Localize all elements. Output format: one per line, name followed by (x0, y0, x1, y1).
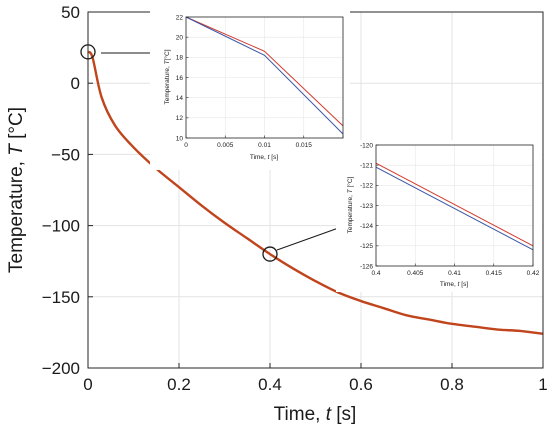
main-y-axis-label: Temperature, T [°C] (6, 107, 27, 273)
main-y-tick-label: −100 (42, 217, 80, 236)
highlight-circle-marker (262, 246, 278, 262)
main-tick-labels: 0 0.2 0.4 0.6 0.8 1 −200 −150 −100 −50 0 50 (42, 3, 548, 394)
inset1-y-tick-label: 10 (176, 135, 184, 142)
inset2-x-tick-label: 0.405 (407, 270, 424, 277)
main-y-tick-label: −200 (42, 359, 80, 378)
inset2-series-line-0 (375, 162, 534, 247)
inset1-y-tick-label: 22 (176, 14, 184, 21)
inset2-x-axis-label: Time, t [s] (440, 281, 469, 288)
inset1-x-tick-label: 0 (184, 142, 188, 149)
main-x-tick-label: 0.2 (167, 375, 191, 394)
inset2-x-tick-label: 0.4 (371, 270, 380, 277)
inset1-series-line-0 (185, 16, 344, 127)
inset2-y-tick-label: -123 (360, 203, 373, 210)
inset2-x-tick-label: 0.42 (527, 270, 540, 277)
main-x-tick-label: 0.8 (440, 375, 464, 394)
highlight-circle-marker (80, 44, 96, 60)
inset1-x-axis-label: Time, t [s] (250, 154, 279, 161)
main-x-tick-label: 0.4 (258, 375, 282, 394)
main-x-tick-label: 1 (538, 375, 547, 394)
inset-chart-late: 0.4 0.405 0.41 0.415 0.42 -126 -125 -124 -123 -12… (336, 140, 542, 292)
inset1-x-tick-label: 0.015 (296, 142, 313, 149)
main-series-line-0 (87, 50, 544, 336)
inset2-y-tick-label: -122 (360, 183, 373, 190)
inset2-x-tick-label: 0.415 (486, 270, 503, 277)
inset1-background (150, 10, 350, 170)
inset1-y-tick-label: 14 (176, 95, 184, 102)
inset1-y-tick-label: 20 (176, 34, 184, 41)
main-x-tick-label: 0 (83, 375, 92, 394)
main-series-layer (87, 50, 544, 336)
inset2-y-axis-label: Temperature, T [°C] (346, 176, 354, 233)
main-markers (80, 44, 278, 262)
main-x-tick-label: 0.6 (349, 375, 373, 394)
main-y-tick-label: −150 (42, 288, 80, 307)
inset2-y-tick-label: -126 (360, 263, 373, 270)
inset1-x-tick-label: 0.005 (217, 142, 234, 149)
inset1-series-line-1 (185, 16, 344, 135)
inset2-tick-labels: 0.4 0.405 0.41 0.415 0.42 -126 -125 -124 -123 -12… (360, 142, 540, 277)
inset2-y-tick-label: -124 (360, 223, 373, 230)
main-y-tick-label: 0 (71, 74, 80, 93)
inset2-series-layer (375, 162, 534, 251)
inset2-y-tick-label: -120 (360, 142, 373, 149)
inset1-series-layer (185, 16, 344, 135)
main-y-tick-label: −50 (51, 145, 80, 164)
inset2-x-tick-label: 0.41 (448, 270, 461, 277)
inset2-series-line-1 (375, 166, 534, 251)
callout-arrow-2 (276, 224, 345, 251)
main-y-tick-label: 50 (61, 3, 80, 22)
inset1-x-tick-label: 0.01 (258, 142, 271, 149)
inset1-y-tick-label: 18 (176, 55, 184, 62)
inset1-y-tick-label: 16 (176, 75, 184, 82)
main-x-axis-label: Time, t [s] (274, 404, 357, 425)
inset2-y-tick-label: -125 (360, 243, 373, 250)
inset1-y-tick-label: 12 (176, 115, 184, 122)
inset1-y-axis-label: Temperature, T[°C] (163, 49, 171, 104)
inset2-y-tick-label: -121 (360, 162, 373, 169)
